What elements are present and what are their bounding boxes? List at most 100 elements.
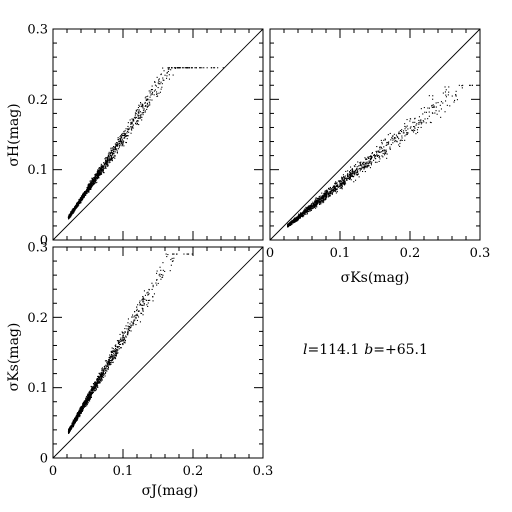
data-point (341, 182, 343, 184)
data-point (77, 417, 79, 419)
data-point (314, 205, 316, 207)
data-point (111, 150, 113, 152)
data-point (95, 387, 97, 389)
data-point (156, 272, 158, 274)
data-point (384, 154, 386, 156)
data-point (437, 102, 439, 104)
data-point (79, 197, 81, 199)
data-point (290, 221, 292, 223)
data-point (399, 130, 401, 132)
data-point (187, 67, 189, 69)
data-point (444, 91, 446, 93)
data-point (373, 154, 375, 156)
data-point (323, 192, 325, 194)
data-point (366, 165, 368, 167)
data-point (83, 404, 85, 406)
data-point (394, 137, 396, 139)
data-point (96, 172, 98, 174)
data-point (366, 158, 368, 160)
data-point (109, 158, 111, 160)
data-point (376, 150, 378, 152)
data-point (346, 178, 348, 180)
data-point (367, 156, 369, 158)
data-point (412, 130, 414, 132)
data-point (139, 304, 141, 306)
scatter-points (67, 67, 224, 220)
data-point (317, 200, 319, 202)
data-point (114, 151, 116, 153)
data-point (386, 141, 388, 143)
data-point (107, 363, 109, 365)
data-point (363, 161, 365, 163)
data-point (373, 159, 375, 161)
data-point (129, 119, 131, 121)
data-point (321, 200, 323, 202)
data-point (343, 181, 345, 183)
data-point (371, 161, 373, 163)
data-point (331, 193, 333, 195)
data-point (310, 208, 312, 210)
data-point (106, 370, 108, 372)
data-point (127, 325, 129, 327)
data-point (81, 405, 83, 407)
data-point (383, 139, 385, 141)
data-point (100, 172, 102, 174)
data-point (110, 350, 112, 352)
data-point (149, 92, 151, 94)
data-point (353, 181, 355, 183)
data-point (95, 177, 97, 179)
data-point (106, 361, 108, 363)
data-point (91, 185, 93, 187)
data-point (96, 174, 98, 176)
data-point (308, 208, 310, 210)
data-point (302, 214, 304, 216)
data-point (87, 393, 89, 395)
data-point (112, 147, 114, 149)
data-point (122, 336, 124, 338)
data-point (127, 334, 129, 336)
data-point (427, 107, 429, 109)
data-point (413, 131, 415, 133)
data-point (69, 428, 71, 430)
data-point (112, 359, 114, 361)
data-point (96, 386, 98, 388)
data-point (409, 127, 411, 129)
data-point (323, 196, 325, 198)
data-point (107, 366, 109, 368)
data-point (288, 223, 290, 225)
data-point (149, 102, 151, 104)
data-point (103, 376, 105, 378)
data-point (429, 121, 431, 123)
data-point (103, 172, 105, 174)
data-point (183, 253, 185, 255)
data-point (82, 408, 84, 410)
data-point (100, 173, 102, 175)
data-point (407, 132, 409, 134)
data-point (87, 185, 89, 187)
data-point (120, 339, 122, 341)
data-point (341, 179, 343, 181)
data-point (195, 67, 197, 69)
data-point (366, 166, 368, 168)
data-point (80, 412, 82, 414)
data-point (85, 191, 87, 193)
data-point (324, 199, 326, 201)
data-point (358, 168, 360, 170)
data-point (336, 189, 338, 191)
data-point (114, 350, 116, 352)
data-point (75, 419, 77, 421)
data-point (105, 372, 107, 374)
data-point (339, 185, 341, 187)
data-point (131, 122, 133, 124)
data-point (354, 170, 356, 172)
data-point (86, 394, 88, 396)
data-point (364, 171, 366, 173)
data-point (182, 67, 184, 69)
data-point (427, 118, 429, 120)
data-point (116, 340, 118, 342)
data-point (131, 118, 133, 120)
data-point (383, 146, 385, 148)
data-point (100, 166, 102, 168)
data-point (142, 310, 144, 312)
data-point (101, 169, 103, 171)
